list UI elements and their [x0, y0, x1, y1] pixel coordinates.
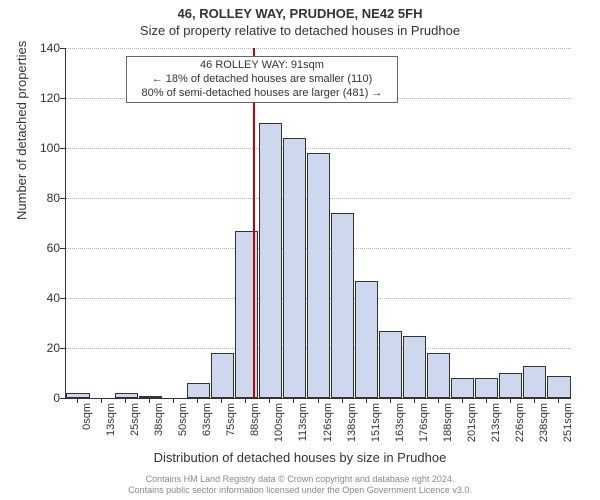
xtick-label: 176sqm — [418, 403, 430, 442]
ytick-label: 60 — [30, 241, 60, 255]
bar — [475, 378, 498, 398]
xtick-label: 201sqm — [466, 403, 478, 442]
xtick-mark — [438, 398, 439, 403]
xtick-label: 13sqm — [105, 403, 117, 436]
footer-attribution: Contains HM Land Registry data © Crown c… — [0, 474, 600, 496]
xtick-label: 238sqm — [538, 403, 550, 442]
xtick-mark — [558, 398, 559, 403]
xtick-label: 50sqm — [177, 403, 189, 436]
bar — [283, 138, 306, 398]
ytick-label: 120 — [30, 91, 60, 105]
xtick-label: 75sqm — [225, 403, 237, 436]
xtick-label: 163sqm — [394, 403, 406, 442]
x-axis-label: Distribution of detached houses by size … — [0, 450, 600, 465]
xtick-mark — [269, 398, 270, 403]
xtick-mark — [390, 398, 391, 403]
xtick-mark — [534, 398, 535, 403]
xtick-mark — [342, 398, 343, 403]
bar — [355, 281, 378, 399]
xtick-label: 188sqm — [442, 403, 454, 442]
xtick-mark — [173, 398, 174, 403]
bar — [547, 376, 570, 399]
ytick-mark — [60, 398, 65, 399]
footer-line2: Contains public sector information licen… — [0, 485, 600, 496]
page-title-sub: Size of property relative to detached ho… — [0, 21, 600, 38]
bar — [427, 353, 450, 398]
ytick-label: 40 — [30, 291, 60, 305]
bar — [523, 366, 546, 399]
ytick-label: 0 — [30, 391, 60, 405]
footer-line1: Contains HM Land Registry data © Crown c… — [0, 474, 600, 485]
bar — [187, 383, 210, 398]
xtick-mark — [318, 398, 319, 403]
ytick-label: 100 — [30, 141, 60, 155]
xtick-label: 100sqm — [273, 403, 285, 442]
ytick-label: 20 — [30, 341, 60, 355]
xtick-label: 63sqm — [201, 403, 213, 436]
xtick-mark — [101, 398, 102, 403]
xtick-mark — [125, 398, 126, 403]
chart: 46 ROLLEY WAY: 91sqm← 18% of detached ho… — [65, 48, 570, 398]
xtick-mark — [486, 398, 487, 403]
annotation-line: ← 18% of detached houses are smaller (11… — [131, 73, 393, 87]
xtick-mark — [510, 398, 511, 403]
ytick-mark — [60, 198, 65, 199]
xtick-mark — [462, 398, 463, 403]
ytick-label: 80 — [30, 191, 60, 205]
ytick-label: 140 — [30, 41, 60, 55]
plot-area: 46 ROLLEY WAY: 91sqm← 18% of detached ho… — [65, 48, 571, 399]
ytick-mark — [60, 298, 65, 299]
xtick-mark — [245, 398, 246, 403]
xtick-label: 213sqm — [490, 403, 502, 442]
bar — [499, 373, 522, 398]
ytick-mark — [60, 98, 65, 99]
xtick-mark — [149, 398, 150, 403]
xtick-mark — [221, 398, 222, 403]
bar — [259, 123, 282, 398]
xtick-label: 138sqm — [346, 403, 358, 442]
ytick-mark — [60, 248, 65, 249]
xtick-label: 0sqm — [81, 403, 93, 430]
bar — [451, 378, 474, 398]
xtick-label: 38sqm — [153, 403, 165, 436]
ytick-mark — [60, 148, 65, 149]
bar — [211, 353, 234, 398]
xtick-mark — [77, 398, 78, 403]
xtick-label: 226sqm — [514, 403, 526, 442]
xtick-label: 88sqm — [249, 403, 261, 436]
ytick-mark — [60, 48, 65, 49]
bar — [403, 336, 426, 399]
xtick-mark — [366, 398, 367, 403]
y-axis-label: Number of detached properties — [14, 41, 29, 220]
xtick-label: 251sqm — [562, 403, 574, 442]
xtick-mark — [197, 398, 198, 403]
annotation-line: 46 ROLLEY WAY: 91sqm — [131, 59, 393, 73]
bar — [307, 153, 330, 398]
xtick-label: 25sqm — [129, 403, 141, 436]
page-title-address: 46, ROLLEY WAY, PRUDHOE, NE42 5FH — [0, 0, 600, 21]
annotation-box: 46 ROLLEY WAY: 91sqm← 18% of detached ho… — [126, 56, 398, 103]
ytick-mark — [60, 348, 65, 349]
bar — [331, 213, 354, 398]
xtick-label: 113sqm — [297, 403, 309, 441]
xtick-mark — [414, 398, 415, 403]
xtick-label: 151sqm — [370, 403, 382, 442]
xtick-label: 126sqm — [322, 403, 334, 442]
xtick-mark — [293, 398, 294, 403]
annotation-line: 80% of semi-detached houses are larger (… — [131, 87, 393, 101]
bar — [379, 331, 402, 399]
